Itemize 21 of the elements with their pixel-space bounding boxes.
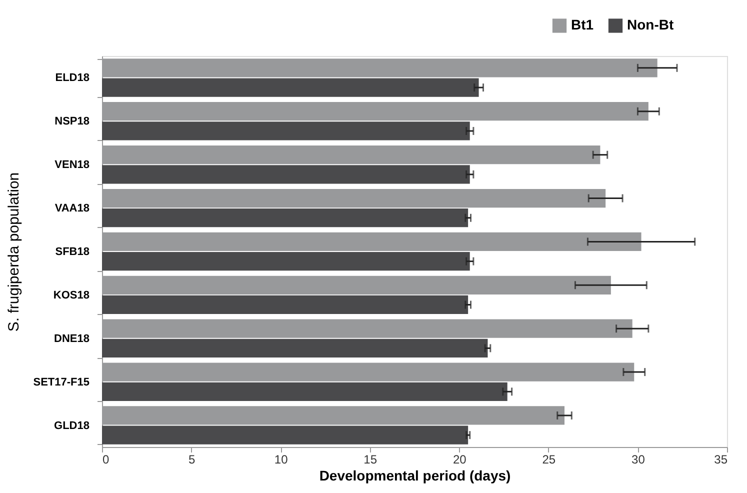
x-tick-label: 30 xyxy=(632,452,646,466)
legend-label: Non-Bt xyxy=(627,16,674,33)
y-tick-label: ELD18 xyxy=(55,72,90,84)
legend-label: Bt1 xyxy=(571,16,594,33)
x-tick-label: 15 xyxy=(364,452,378,466)
x-tick-label: 5 xyxy=(188,452,196,466)
x-axis-title: Developmental period (days) xyxy=(319,468,511,484)
x-tick-label: 10 xyxy=(274,452,288,466)
x-tick-label: 25 xyxy=(542,452,556,466)
y-tick-label: DNE18 xyxy=(54,332,90,345)
y-tick-label: SFB18 xyxy=(55,246,90,258)
y-tick-label: KOS18 xyxy=(53,289,90,302)
y-tick-label: VEN18 xyxy=(54,159,90,172)
y-tick-label: VAA18 xyxy=(54,202,90,215)
y-tick-label: SET17-F15 xyxy=(33,376,90,388)
x-tick-label: 0 xyxy=(102,452,110,466)
y-tick-label: NSP18 xyxy=(54,116,90,128)
x-tick-label: 20 xyxy=(452,452,467,466)
y-axis-title: S. frugiperda population xyxy=(5,172,22,332)
y-tick-label: GLD18 xyxy=(54,420,90,432)
x-tick-label: 35 xyxy=(714,452,728,466)
